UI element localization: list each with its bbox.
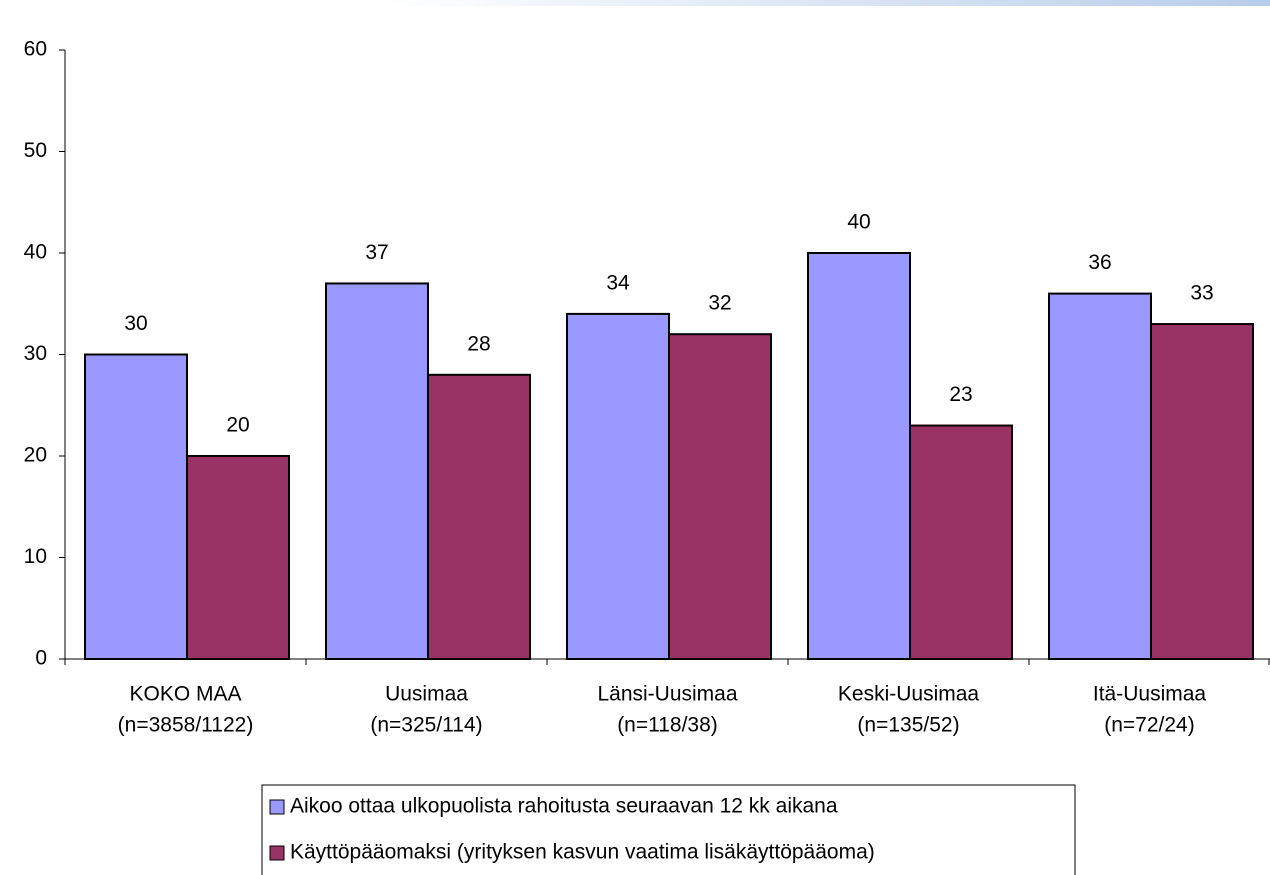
data-label: 36	[1088, 251, 1111, 274]
bar	[427, 373, 531, 660]
bar	[668, 333, 772, 660]
x-tick-label: Itä-Uusimaa	[1093, 683, 1207, 706]
data-label: 23	[949, 383, 972, 406]
y-tick-label: 0	[35, 647, 47, 670]
y-tick-label: 50	[24, 139, 47, 162]
x-tick-label: Uusimaa	[385, 683, 468, 706]
bar	[186, 455, 290, 660]
y-tick-label: 40	[24, 241, 47, 264]
bar	[807, 252, 911, 660]
data-label: 28	[467, 332, 490, 355]
data-label: 33	[1190, 282, 1213, 305]
data-label: 20	[226, 414, 249, 437]
bar	[325, 282, 429, 660]
bar	[909, 424, 1013, 660]
x-tick-label: Länsi-Uusimaa	[597, 683, 737, 706]
x-tick-label: (n=118/38)	[617, 714, 718, 737]
x-tick-label: Keski-Uusimaa	[838, 683, 980, 706]
data-label: 30	[124, 312, 147, 335]
legend-swatch	[269, 845, 285, 861]
data-label: 37	[365, 241, 388, 264]
x-tick-label: (n=325/114)	[370, 714, 482, 737]
y-tick-label: 20	[24, 444, 47, 467]
x-tick-label: KOKO MAA	[129, 683, 241, 706]
bar	[1150, 323, 1254, 660]
legend-label: Aikoo ottaa ulkopuolista rahoitusta seur…	[290, 795, 838, 818]
y-tick-label: 30	[24, 342, 47, 365]
legend-box	[261, 784, 1076, 875]
bar	[1048, 292, 1152, 660]
y-tick-label: 60	[24, 38, 47, 61]
x-tick-label: (n=3858/1122)	[118, 714, 254, 737]
y-tick-label: 10	[24, 545, 47, 568]
data-label: 34	[606, 271, 630, 294]
x-tick-label: (n=72/24)	[1104, 714, 1194, 737]
legend-label: Käyttöpääomaksi (yrityksen kasvun vaatim…	[290, 841, 875, 864]
x-tick-label: (n=135/52)	[857, 714, 959, 737]
header-strip	[380, 0, 1270, 6]
bar	[566, 312, 670, 660]
legend-swatch	[269, 799, 285, 815]
bar	[84, 353, 188, 660]
data-label: 32	[708, 292, 731, 315]
data-label: 40	[847, 211, 870, 234]
